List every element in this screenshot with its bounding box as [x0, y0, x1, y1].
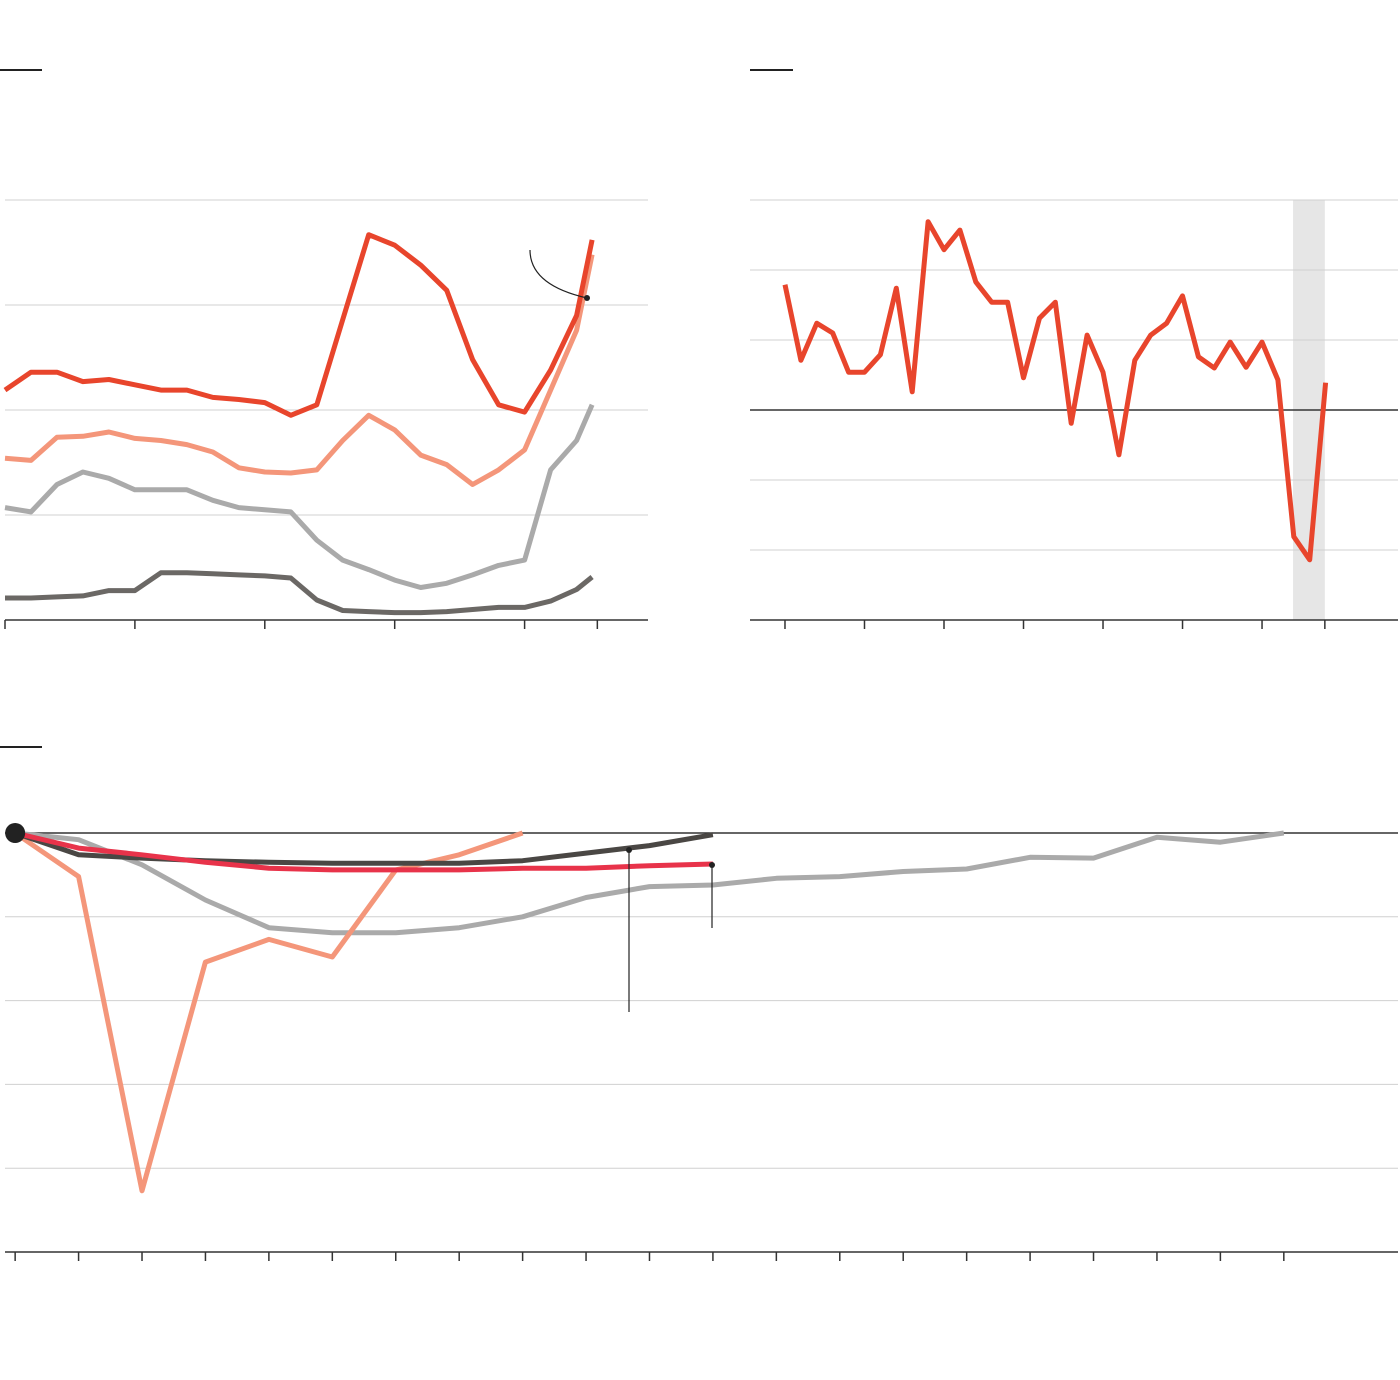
series-line — [14, 830, 1285, 936]
series-line — [4, 254, 595, 487]
start-marker — [5, 823, 26, 843]
series-line — [14, 830, 714, 866]
series-line — [782, 219, 1329, 563]
series-line — [5, 570, 594, 616]
chart — [5, 823, 1398, 1261]
leader-line — [529, 249, 588, 299]
leader-dot — [626, 847, 632, 853]
series-line — [4, 403, 595, 590]
leader-dot — [584, 295, 590, 301]
series-line — [3, 232, 595, 418]
series-line — [14, 830, 713, 873]
leader-dot — [709, 862, 715, 868]
chart — [3, 199, 648, 629]
series-line — [13, 830, 524, 1194]
chart — [750, 199, 1398, 629]
